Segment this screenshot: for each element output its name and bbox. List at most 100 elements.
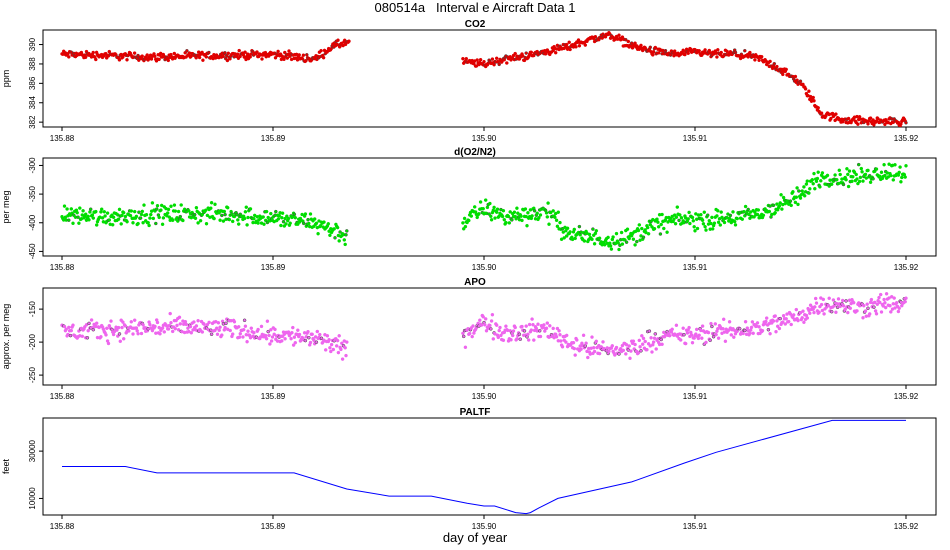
data-point (132, 51, 137, 55)
data-point (91, 216, 96, 220)
data-point (135, 329, 139, 333)
data-point (746, 207, 750, 212)
data-point (874, 167, 879, 171)
data-point (332, 227, 336, 231)
data-point (318, 332, 322, 337)
data-point (583, 43, 588, 47)
data-point (478, 57, 483, 62)
data-point (721, 326, 725, 331)
data-point (805, 179, 810, 183)
data-point (883, 122, 887, 127)
data-point (139, 331, 144, 336)
data-point (718, 223, 723, 227)
data-point (891, 178, 896, 182)
data-point (656, 220, 660, 224)
data-point (342, 238, 347, 242)
data-point (297, 332, 302, 337)
data-point (497, 62, 501, 67)
data-point (188, 324, 193, 329)
data-point (335, 225, 340, 230)
data-point (872, 305, 876, 309)
data-point (176, 328, 181, 332)
data-point (675, 205, 680, 209)
data-point (833, 173, 837, 177)
data-point (141, 220, 145, 225)
data-point (696, 336, 701, 341)
data-point (94, 223, 99, 227)
data-point (883, 305, 888, 310)
data-point (800, 189, 804, 193)
data-point (203, 208, 208, 212)
data-point (646, 232, 651, 236)
data-point (242, 216, 247, 221)
data-point (243, 324, 248, 328)
data-point (345, 229, 349, 233)
y-tick-label: 10000 (28, 487, 37, 510)
data-point (293, 215, 298, 220)
data-point (177, 315, 182, 320)
x-tick-label: 135.88 (50, 392, 75, 401)
data-point (701, 222, 706, 226)
data-point (868, 116, 873, 120)
x-tick-label: 135.91 (683, 263, 708, 272)
data-point (796, 318, 800, 323)
data-point (811, 95, 815, 100)
data-point (687, 325, 691, 330)
data-point (631, 237, 636, 241)
data-point (831, 298, 836, 302)
data-point (863, 172, 868, 177)
data-point (252, 216, 256, 221)
data-point (820, 308, 825, 313)
data-point (579, 347, 583, 351)
y-tick-label: 390 (28, 37, 37, 51)
data-point (813, 305, 817, 309)
data-point (161, 216, 166, 220)
data-point (645, 225, 650, 230)
data-point (323, 348, 328, 352)
data-point (834, 112, 838, 116)
data-point (71, 323, 75, 327)
data-point (170, 218, 175, 223)
data-point (722, 220, 727, 225)
data-point (617, 33, 621, 37)
data-point (582, 239, 587, 243)
data-point (462, 216, 467, 221)
data-point (246, 215, 250, 220)
data-point (544, 326, 549, 331)
data-point (117, 58, 122, 62)
data-point (491, 337, 496, 341)
data-point (688, 221, 692, 226)
data-point (577, 44, 582, 48)
panel-apo: APO approx. per meg 135.88 135.89 135.90 135.… (1, 277, 937, 401)
data-point (165, 211, 170, 215)
data-point (519, 214, 523, 218)
data-point (716, 220, 721, 225)
data-point (121, 320, 125, 324)
data-point (236, 325, 241, 329)
series-segment (461, 30, 908, 127)
data-point (209, 206, 213, 210)
data-point (318, 223, 323, 228)
data-point (506, 214, 511, 219)
data-point (132, 209, 137, 214)
data-point (493, 216, 497, 220)
data-point (709, 321, 713, 326)
data-point (878, 292, 883, 297)
data-point (492, 62, 496, 67)
data-point (818, 185, 822, 189)
data-point (68, 333, 73, 338)
data-point (139, 212, 144, 217)
data-point (105, 211, 110, 215)
data-point (245, 339, 249, 344)
data-point (775, 202, 779, 206)
data-point (789, 203, 793, 208)
page-title: 080514a Interval e Aircraft Data 1 (374, 0, 576, 15)
x-tick-label: 135.88 (50, 263, 75, 272)
data-point (106, 341, 111, 346)
data-point (243, 50, 247, 54)
data-point (791, 313, 796, 317)
data-point (289, 336, 293, 341)
data-point (268, 342, 272, 346)
data-point (869, 297, 874, 302)
data-point (488, 323, 492, 328)
